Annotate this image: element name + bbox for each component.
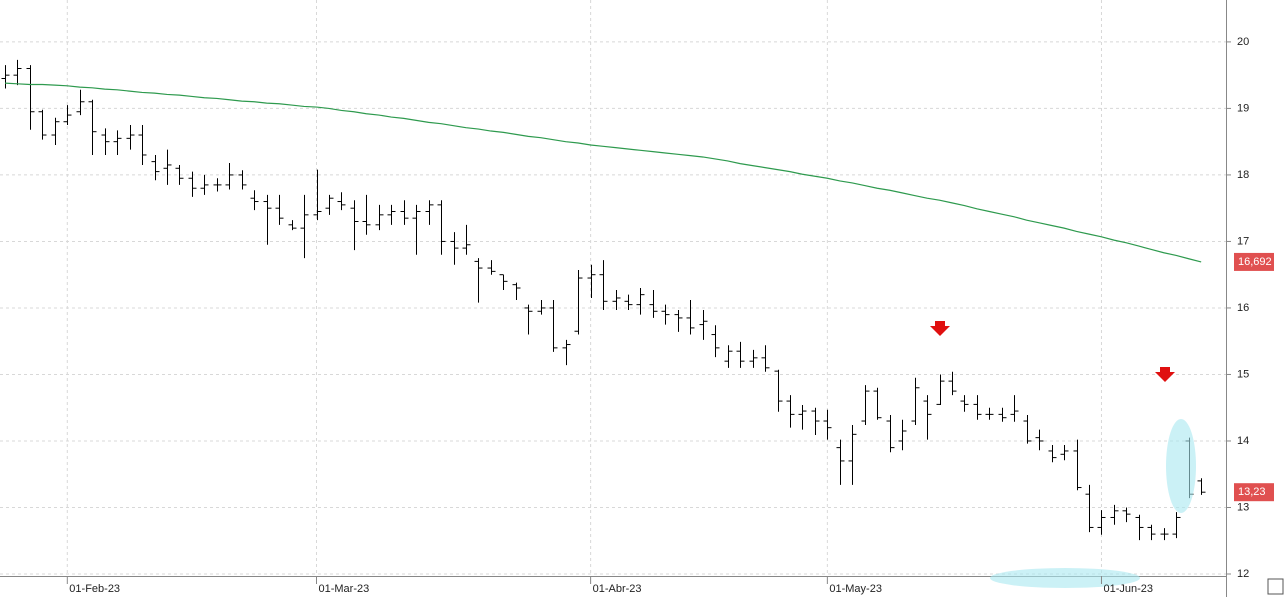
highlight	[990, 568, 1140, 588]
price-tag	[1234, 483, 1274, 502]
y-tick-label: 20	[1237, 36, 1249, 48]
moving-average	[4, 82, 1202, 263]
arrow-marker	[930, 321, 950, 336]
y-tick-label: 17	[1237, 235, 1249, 247]
plot-area	[0, 0, 1226, 576]
x-tick-label: 01-Jun-23	[1103, 583, 1153, 595]
y-tick-label: 19	[1237, 102, 1249, 114]
settings-icon[interactable]	[1267, 578, 1284, 595]
x-tick-label: 01-Abr-23	[593, 583, 642, 595]
y-tick-label: 12	[1237, 568, 1249, 580]
price-tag-label: 13,23	[1238, 486, 1266, 498]
y-tick-label: 15	[1237, 368, 1249, 380]
x-tick-label: 01-Mar-23	[319, 583, 370, 595]
y-tick-label: 16	[1237, 302, 1249, 314]
y-tick-label: 14	[1237, 435, 1249, 447]
arrow-marker	[1155, 367, 1175, 382]
price-tag-label: 16,692	[1238, 256, 1272, 268]
x-tick-label: 01-May-23	[829, 583, 882, 595]
y-tick-label: 13	[1237, 501, 1249, 513]
price-tag	[1234, 252, 1274, 271]
highlight	[1166, 419, 1196, 513]
x-tick-label: 01-Feb-23	[69, 583, 120, 595]
y-tick-label: 18	[1237, 169, 1249, 181]
